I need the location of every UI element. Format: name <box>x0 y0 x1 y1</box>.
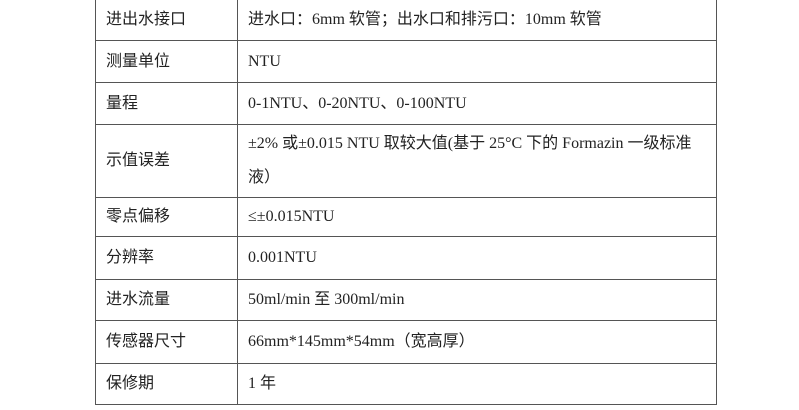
table-row: 进水流量 50ml/min 至 300ml/min <box>95 279 717 321</box>
table-row: 示值误差 ±2% 或±0.015 NTU 取较大值(基于 25°C 下的 Form… <box>95 124 717 198</box>
spec-value: NTU <box>237 40 717 83</box>
spec-label: 进出水接口 <box>95 0 238 41</box>
table-row: 零点偏移 ≤±0.015NTU <box>95 197 717 237</box>
spec-value: ±2% 或±0.015 NTU 取较大值(基于 25°C 下的 Formazin… <box>237 124 717 198</box>
table-row: 量程 0-1NTU、0-20NTU、0-100NTU <box>95 82 717 125</box>
spec-label: 传感器尺寸 <box>95 320 238 364</box>
spec-value: 66mm*145mm*54mm（宽高厚） <box>237 320 717 364</box>
table-row: 测量单位 NTU <box>95 40 717 83</box>
spec-label: 测量单位 <box>95 40 238 83</box>
spec-label: 分辨率 <box>95 236 238 280</box>
spec-value: 1 年 <box>237 363 717 405</box>
spec-table: 进出水接口 进水口：6mm 软管；出水口和排污口：10mm 软管 测量单位 NTU … <box>95 0 717 405</box>
spec-label: 保修期 <box>95 363 238 405</box>
spec-value: 0.001NTU <box>237 236 717 280</box>
spec-value: 进水口：6mm 软管；出水口和排污口：10mm 软管 <box>237 0 717 41</box>
spec-value: 50ml/min 至 300ml/min <box>237 279 717 321</box>
table-row: 传感器尺寸 66mm*145mm*54mm（宽高厚） <box>95 320 717 364</box>
table-row: 分辨率 0.001NTU <box>95 236 717 280</box>
table-row: 保修期 1 年 <box>95 363 717 405</box>
spec-value: ≤±0.015NTU <box>237 197 717 237</box>
spec-value: 0-1NTU、0-20NTU、0-100NTU <box>237 82 717 125</box>
table-row: 进出水接口 进水口：6mm 软管；出水口和排污口：10mm 软管 <box>95 0 717 41</box>
spec-label: 进水流量 <box>95 279 238 321</box>
spec-label: 示值误差 <box>95 124 238 198</box>
spec-label: 零点偏移 <box>95 197 238 237</box>
spec-label: 量程 <box>95 82 238 125</box>
